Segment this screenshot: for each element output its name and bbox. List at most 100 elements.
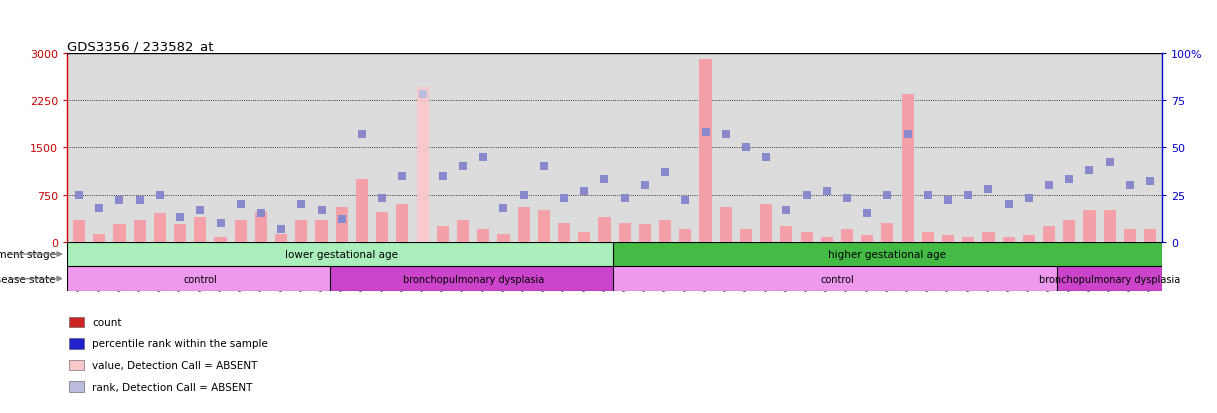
Point <box>1039 182 1059 189</box>
Point <box>635 182 655 189</box>
Bar <box>841 230 853 242</box>
Bar <box>254 213 267 242</box>
Text: bronchopulmonary dysplasia: bronchopulmonary dysplasia <box>403 274 544 284</box>
Bar <box>456 220 469 242</box>
Bar <box>153 214 166 242</box>
Bar <box>296 220 308 242</box>
Point <box>938 197 958 204</box>
Bar <box>330 267 617 291</box>
Bar <box>921 233 933 242</box>
Bar <box>174 225 186 242</box>
Bar <box>73 220 85 242</box>
Bar <box>275 235 287 242</box>
Point <box>978 186 998 193</box>
Bar <box>761 204 773 242</box>
Point <box>554 195 573 202</box>
Bar <box>1083 211 1095 242</box>
Bar <box>679 230 691 242</box>
Bar <box>498 235 510 242</box>
Point <box>817 188 836 195</box>
Point <box>191 207 211 214</box>
Bar <box>618 223 630 242</box>
Point <box>1140 178 1160 185</box>
Point <box>656 169 675 176</box>
Bar <box>942 236 954 242</box>
Point <box>999 201 1019 208</box>
Text: higher gestational age: higher gestational age <box>829 249 947 259</box>
Point <box>170 214 190 221</box>
Bar <box>67 242 617 267</box>
Point <box>271 225 291 232</box>
Point <box>69 192 89 198</box>
Point <box>696 130 716 136</box>
Bar <box>538 211 550 242</box>
Point <box>130 197 150 204</box>
Point <box>1079 167 1099 174</box>
Point <box>292 201 312 208</box>
Bar <box>612 242 1162 267</box>
Point <box>776 207 796 214</box>
Text: bronchopulmonary dysplasia: bronchopulmonary dysplasia <box>1039 274 1180 284</box>
Bar <box>612 267 1061 291</box>
Point <box>574 188 594 195</box>
Bar <box>113 225 125 242</box>
Bar <box>1003 237 1015 242</box>
Point <box>251 211 270 217</box>
Bar <box>437 226 449 242</box>
Bar <box>740 230 752 242</box>
Bar <box>477 230 489 242</box>
Point <box>514 192 533 198</box>
Point <box>534 164 554 170</box>
Point <box>393 173 413 180</box>
Point <box>494 205 514 211</box>
Text: control: control <box>184 274 217 284</box>
Bar <box>355 179 368 242</box>
Bar <box>719 208 731 242</box>
Bar <box>517 208 529 242</box>
Text: value, Detection Call = ABSENT: value, Detection Call = ABSENT <box>92 360 258 370</box>
Point <box>615 195 634 202</box>
Bar <box>963 237 975 242</box>
Point <box>797 192 817 198</box>
Bar <box>336 208 348 242</box>
Point <box>595 177 615 183</box>
Point <box>231 201 251 208</box>
Point <box>757 154 776 161</box>
Bar <box>578 233 590 242</box>
Bar <box>315 220 327 242</box>
Bar <box>902 95 914 242</box>
Text: development stage: development stage <box>0 249 56 259</box>
Bar <box>376 212 388 242</box>
Point <box>372 195 392 202</box>
Point <box>1100 160 1120 166</box>
Point <box>352 131 371 138</box>
Point <box>837 195 857 202</box>
Point <box>716 131 735 138</box>
Bar <box>559 223 570 242</box>
Bar <box>1022 236 1034 242</box>
Point <box>918 192 937 198</box>
Bar <box>801 233 813 242</box>
Point <box>150 192 169 198</box>
Point <box>877 192 897 198</box>
Bar <box>1123 230 1135 242</box>
Point <box>433 173 453 180</box>
Point <box>110 197 129 204</box>
Point <box>332 216 352 223</box>
Point <box>898 131 918 138</box>
Bar <box>881 223 893 242</box>
Point <box>959 192 978 198</box>
Bar <box>195 217 207 242</box>
Bar <box>416 88 428 242</box>
Text: count: count <box>92 317 122 327</box>
Bar <box>214 237 226 242</box>
Point <box>1120 182 1139 189</box>
Bar <box>1058 267 1162 291</box>
Point <box>473 154 493 161</box>
Bar <box>235 220 247 242</box>
Point <box>312 207 331 214</box>
Point <box>1060 177 1079 183</box>
Point <box>453 164 472 170</box>
Bar <box>862 236 874 242</box>
Bar <box>599 217 611 242</box>
